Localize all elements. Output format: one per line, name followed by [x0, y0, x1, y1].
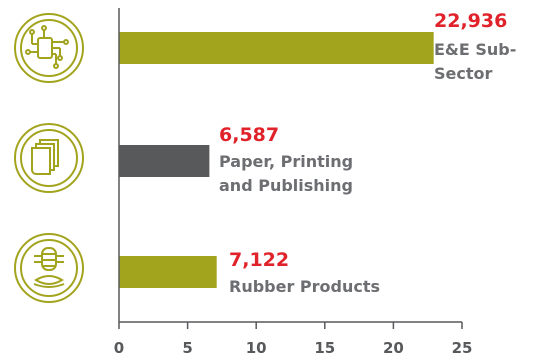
x-tick-label-0: 0	[114, 339, 124, 357]
category-label-paper: Paper, Printing and Publishing	[219, 152, 359, 195]
value-label-ee: 22,936	[434, 10, 507, 32]
paper-sheets-icon	[14, 123, 84, 193]
circuit-chip-icon	[14, 13, 84, 83]
bar-paper	[119, 145, 210, 177]
bar-rubber	[119, 256, 217, 288]
x-tick-label-25: 25	[452, 339, 473, 357]
category-label-rubber-line1: Rubber Products	[229, 277, 380, 296]
rubber-tyre-icon	[14, 233, 84, 303]
category-label-rubber: Rubber Products	[229, 277, 380, 296]
category-label-paper-line2: and Publishing	[219, 176, 353, 195]
x-tick-label-5: 5	[182, 339, 192, 357]
x-tick-label-10: 10	[246, 339, 267, 357]
x-tick-label-20: 20	[383, 339, 404, 357]
value-label-rubber: 7,122	[229, 249, 289, 271]
category-label-paper-line1: Paper, Printing	[219, 152, 353, 171]
category-label-ee-line2: Sector	[434, 64, 493, 83]
category-label-ee: E&E Sub- Sector	[434, 40, 522, 83]
value-label-paper: 6,587	[219, 124, 279, 146]
category-label-ee-line1: E&E Sub-	[434, 40, 516, 59]
x-tick-label-15: 15	[314, 339, 335, 357]
bar-ee	[119, 32, 434, 64]
